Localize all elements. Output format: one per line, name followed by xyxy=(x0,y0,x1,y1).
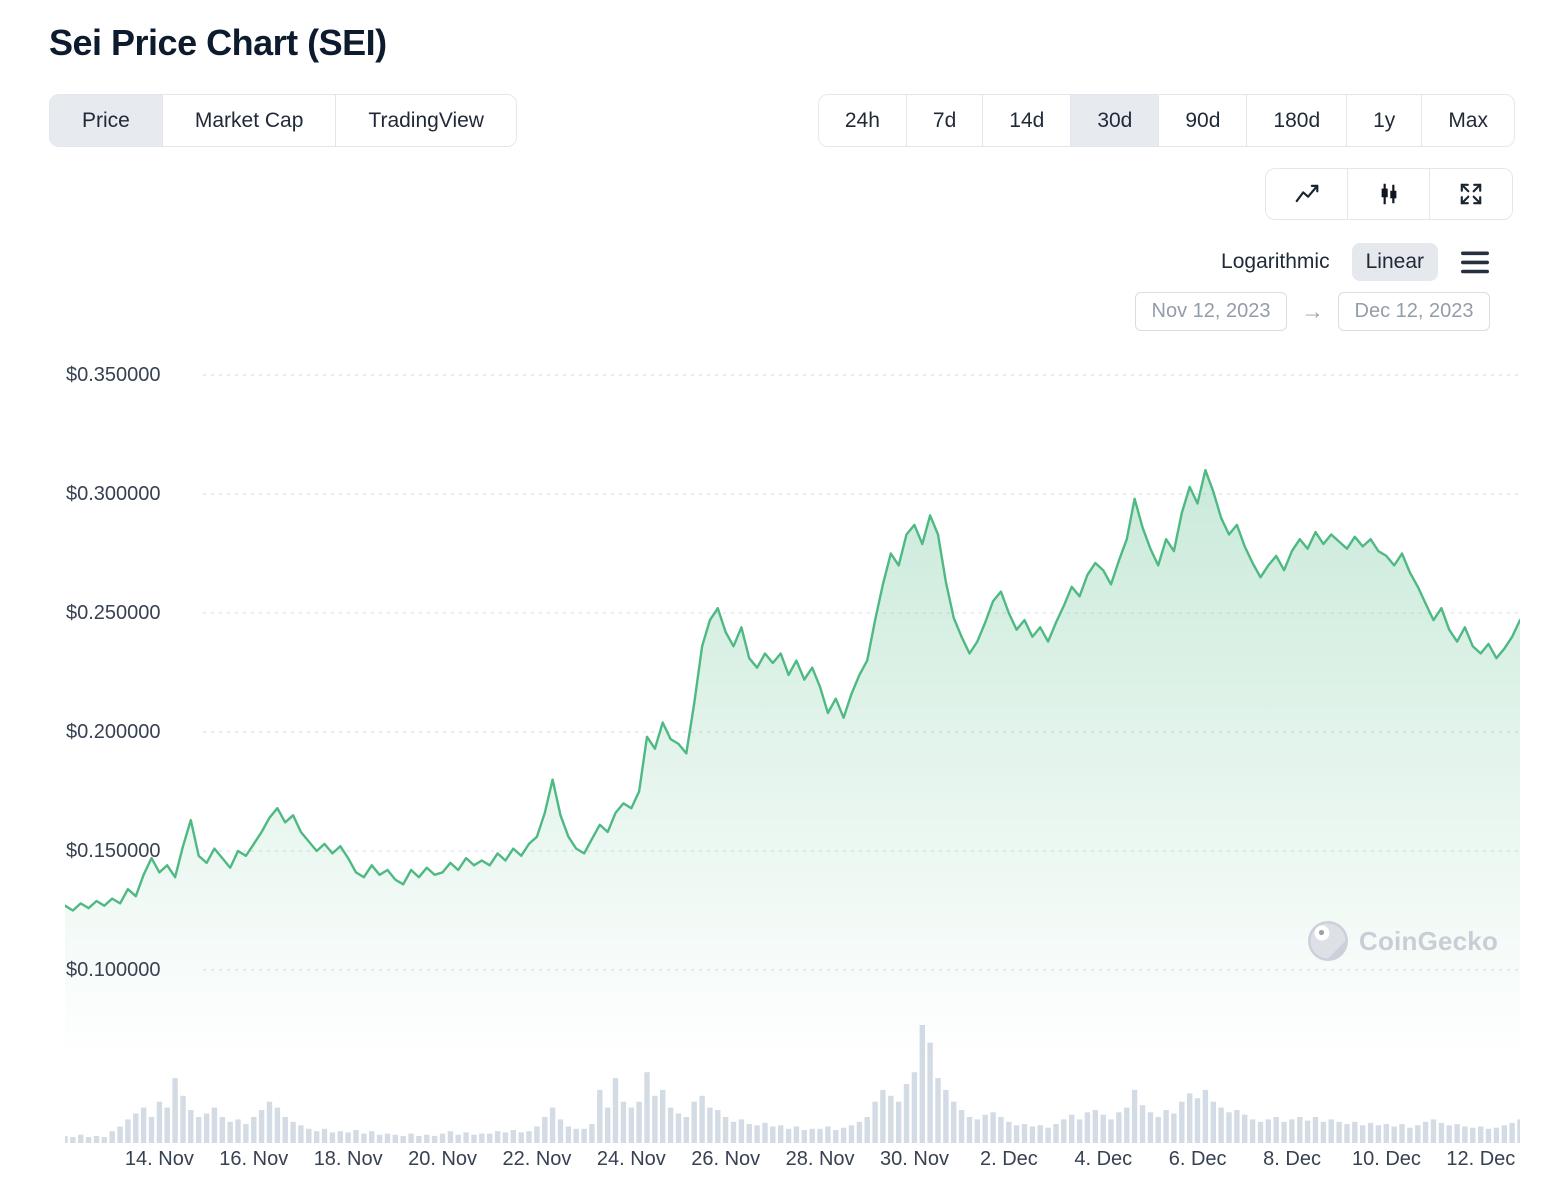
range-7d[interactable]: 7d xyxy=(906,95,984,147)
toolbar-row: Price Market Cap TradingView 24h 7d 14d … xyxy=(49,94,1515,148)
watermark: CoinGecko xyxy=(1307,920,1498,962)
x-axis-label: 8. Dec xyxy=(1263,1148,1321,1170)
range-30d[interactable]: 30d xyxy=(1071,95,1160,147)
price-chart: CoinGecko $0.350000 $0.300000 $0.250000 $0.… xyxy=(49,360,1520,1182)
range-1y[interactable]: 1y xyxy=(1347,95,1423,147)
page-title: Sei Price Chart (SEI) xyxy=(49,22,387,63)
date-range-row: Nov 12, 2023 → Dec 12, 2023 xyxy=(1135,292,1490,331)
y-axis-label: $0.250000 xyxy=(66,602,161,624)
tab-price[interactable]: Price xyxy=(50,95,163,147)
candlestick-icon xyxy=(1381,183,1396,205)
scale-linear[interactable]: Linear xyxy=(1351,243,1438,281)
time-range-group: 24h 7d 14d 30d 90d 180d 1y Max xyxy=(817,94,1515,148)
y-axis-label: $0.350000 xyxy=(66,364,161,386)
x-axis-label: 28. Nov xyxy=(785,1148,855,1170)
y-axis-label: $0.300000 xyxy=(66,483,161,505)
x-axis-label: 22. Nov xyxy=(502,1148,572,1170)
tab-tradingview[interactable]: TradingView xyxy=(336,95,516,147)
x-axis-label: 20. Nov xyxy=(408,1148,478,1170)
x-axis-label: 26. Nov xyxy=(691,1148,761,1170)
range-14d[interactable]: 14d xyxy=(983,95,1072,147)
x-axis-label: 4. Dec xyxy=(1074,1148,1133,1170)
candlestick-button[interactable] xyxy=(1348,169,1430,219)
line-chart-icon xyxy=(1295,184,1318,203)
scale-toggle-row: Logarithmic Linear xyxy=(1221,243,1490,281)
x-axis-label: 12. Dec xyxy=(1446,1148,1516,1170)
x-axis-label: 30. Nov xyxy=(880,1148,949,1170)
chart-tab-group: Price Market Cap TradingView xyxy=(49,94,517,148)
y-axis-label: $0.100000 xyxy=(66,959,161,981)
coingecko-logo-icon xyxy=(1308,921,1348,961)
range-max[interactable]: Max xyxy=(1422,95,1514,147)
x-axis-label: 24. Nov xyxy=(596,1148,666,1170)
range-24h[interactable]: 24h xyxy=(818,95,907,147)
end-date-input[interactable]: Dec 12, 2023 xyxy=(1338,292,1490,331)
x-axis-label: 14. Nov xyxy=(124,1148,194,1170)
y-axis-label: $0.200000 xyxy=(66,721,161,743)
start-date-input[interactable]: Nov 12, 2023 xyxy=(1135,292,1287,331)
x-axis-label: 10. Dec xyxy=(1351,1148,1421,1170)
scale-logarithmic[interactable]: Logarithmic xyxy=(1221,250,1330,273)
range-90d[interactable]: 90d xyxy=(1159,95,1248,147)
chart-menu-button[interactable] xyxy=(1460,250,1490,275)
x-axis-label: 18. Nov xyxy=(313,1148,383,1170)
hamburger-icon xyxy=(1461,251,1489,273)
watermark-label: CoinGecko xyxy=(1359,925,1499,956)
price-chart-svg[interactable] xyxy=(65,360,1520,1150)
fullscreen-button[interactable] xyxy=(1430,169,1512,219)
arrow-right-icon: → xyxy=(1301,298,1324,324)
x-axis-label: 6. Dec xyxy=(1168,1148,1227,1170)
chart-type-group xyxy=(1265,168,1513,220)
fullscreen-icon xyxy=(1460,183,1482,205)
range-180d[interactable]: 180d xyxy=(1247,95,1348,147)
line-chart-button[interactable] xyxy=(1266,169,1348,219)
tab-market-cap[interactable]: Market Cap xyxy=(162,95,337,147)
x-axis-label: 16. Nov xyxy=(219,1148,289,1170)
y-axis-label: $0.150000 xyxy=(66,840,161,862)
x-axis-label: 2. Dec xyxy=(979,1148,1038,1170)
